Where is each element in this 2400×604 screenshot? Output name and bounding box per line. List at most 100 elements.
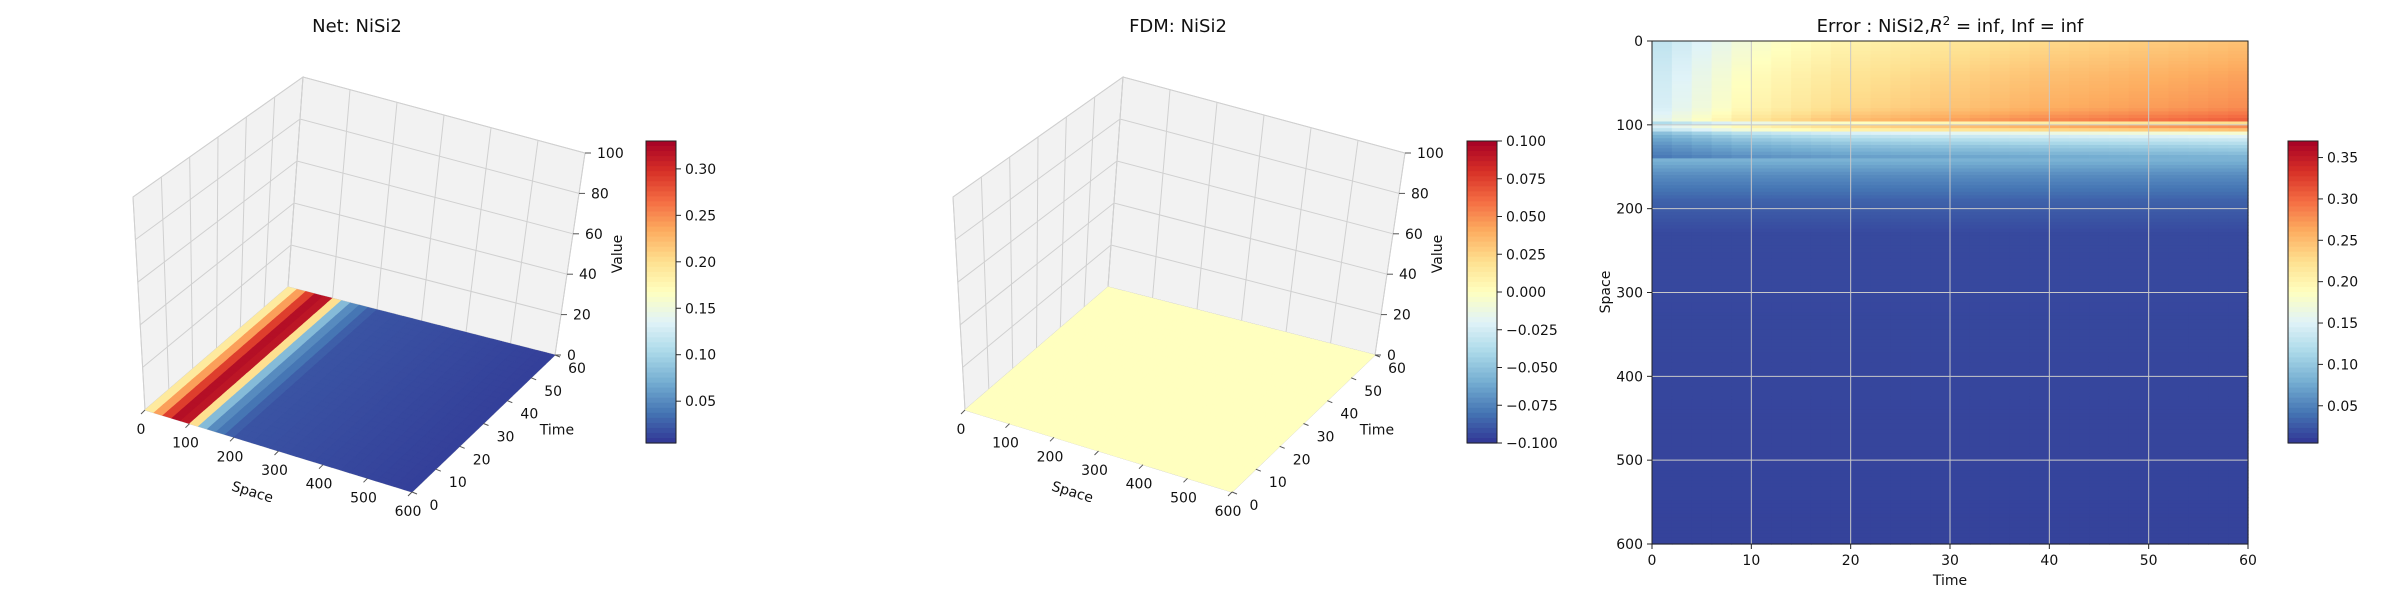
heatmap-cell (1970, 336, 1990, 340)
heatmap-cell (1692, 286, 1712, 290)
heatmap-cell (1712, 155, 1732, 159)
heatmap-cell (1890, 175, 1910, 179)
heatmap-cell (1970, 326, 1990, 330)
heatmap-cell (2029, 256, 2049, 260)
space-tick-label: 400 (306, 477, 333, 493)
fdm-title: FDM: NiSi2 (1129, 16, 1227, 37)
heatmap-cell (2010, 175, 2030, 179)
heatmap-cell (2129, 356, 2149, 360)
heatmap-cell (2029, 336, 2049, 340)
heatmap-cell (1652, 64, 1672, 68)
heatmap-cell (2149, 256, 2169, 260)
heatmap-cell (2069, 266, 2089, 270)
heatmap-cell (1672, 195, 1692, 199)
heatmap-cell (1910, 155, 1930, 159)
colorbar-segment (646, 413, 676, 419)
heatmap-cell (1871, 316, 1891, 320)
heatmap-cell (2129, 95, 2149, 99)
heatmap-cell (1811, 356, 1831, 360)
heatmap-cell (1692, 235, 1712, 239)
heatmap-cell (1871, 85, 1891, 89)
heatmap-cell (2010, 44, 2030, 48)
heatmap-cell (1692, 135, 1712, 139)
heatmap-cell (1811, 266, 1831, 270)
heatmap-cell (1751, 105, 1771, 109)
heatmap-cell (1990, 316, 2010, 320)
heatmap-cell (1890, 306, 1910, 310)
heatmap-cell (1871, 95, 1891, 99)
heatmap-cell (1910, 286, 1930, 290)
heatmap-cell (1692, 346, 1712, 350)
heatmap-cell (1751, 296, 1771, 300)
colorbar-segment (1467, 362, 1497, 368)
heatmap-cell (2208, 85, 2228, 89)
heatmap-cell (1672, 135, 1692, 139)
heatmap-cell (1811, 346, 1831, 350)
heatmap-cell (2089, 306, 2109, 310)
heatmap-cell (1771, 185, 1791, 189)
heatmap-cell (1652, 246, 1672, 250)
error-title-prefix: Error : NiSi2, (1817, 16, 1930, 37)
error-title-r: R (1930, 16, 1943, 37)
heatmap-cell (1712, 316, 1732, 320)
heatmap-cell (1831, 286, 1851, 290)
heatmap-cell (2069, 175, 2089, 179)
heatmap-cell (2129, 105, 2149, 109)
heatmap-cell (1990, 346, 2010, 350)
heatmap-cell (1851, 215, 1871, 219)
heatmap-cell (1910, 326, 1930, 330)
heatmap-cell (1712, 135, 1732, 139)
heatmap-cell (1692, 316, 1712, 320)
heatmap-cell (2228, 115, 2248, 119)
heatmap-cell (2069, 246, 2089, 250)
space-tick (364, 478, 368, 482)
colorbar-segment (1467, 227, 1497, 233)
heatmap-cell (1970, 185, 1990, 189)
colorbar-segment (1467, 332, 1497, 338)
heatmap-cell (2049, 356, 2069, 360)
heatmap-cell (1771, 326, 1791, 330)
heatmap-cell (1811, 85, 1831, 89)
heatmap-cell (2010, 235, 2030, 239)
heatmap-cell (2129, 286, 2149, 290)
heatmap-cell (1652, 225, 1672, 229)
heatmap-cell (1930, 225, 1950, 229)
space-tick-label: 600 (1215, 504, 1242, 520)
heatmap-cell (2169, 185, 2189, 189)
colorbar-tick-label: 0.10 (685, 348, 716, 364)
colorbar-segment (1467, 186, 1497, 192)
heatmap-cell (2208, 125, 2228, 129)
heatmap-cell (1970, 235, 1990, 239)
value-axis-label: Value (1430, 235, 1446, 273)
colorbar-tick-label: 0.20 (685, 255, 716, 271)
colorbar-segment (1467, 327, 1497, 333)
heatmap-cell (2029, 95, 2049, 99)
heatmap-cell (1831, 125, 1851, 129)
heatmap-cell (1652, 346, 1672, 350)
time-tick (1280, 446, 1285, 448)
heatmap-cell (2069, 75, 2089, 79)
heatmap-cell (1990, 44, 2010, 48)
heatmap-cell (1890, 195, 1910, 199)
heatmap-cell (1771, 336, 1791, 340)
heatmap-cell (1791, 115, 1811, 119)
colorbar-segment (1467, 403, 1497, 409)
heatmap-cell (2149, 64, 2169, 68)
heatmap-cell (2010, 135, 2030, 139)
heatmap-cell (2129, 296, 2149, 300)
colorbar-segment (1467, 383, 1497, 389)
heatmap-cell (1811, 225, 1831, 229)
heatmap-cell (2169, 346, 2189, 350)
heatmap-cell (2208, 215, 2228, 219)
heatmap-cell (2089, 64, 2109, 68)
colorbar-segment (646, 302, 676, 308)
heatmap-cell (1930, 266, 1950, 270)
heatmap-cell (2169, 135, 2189, 139)
net-colorbar: 0.050.100.150.200.250.30 (646, 141, 716, 444)
heatmap-cell (2169, 175, 2189, 179)
heatmap-cell (1731, 105, 1751, 109)
heatmap-cell (2089, 155, 2109, 159)
heatmap-cell (1950, 135, 1970, 139)
colorbar-segment (646, 247, 676, 253)
